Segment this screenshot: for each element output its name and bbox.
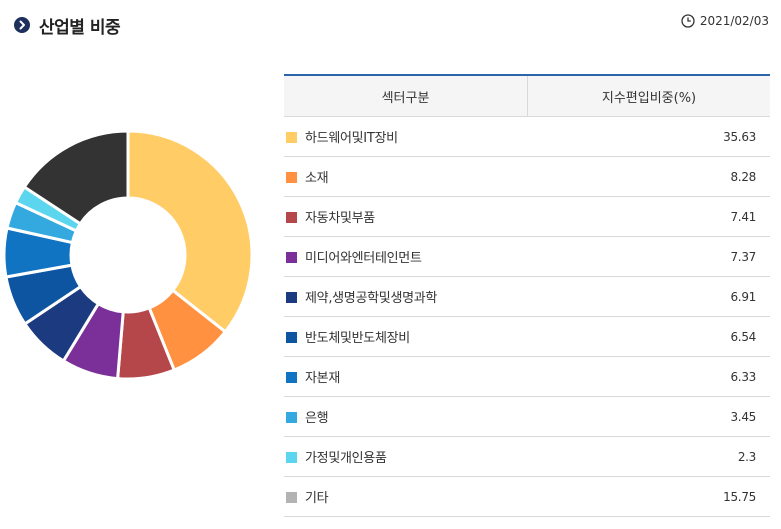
sector-column-header: 섹터구분 xyxy=(284,74,528,117)
sector-name-cell: 제약,생명공학및생명과학 xyxy=(284,276,528,317)
sector-table: 섹터구분 지수편입비중(%) 하드웨어및IT장비 35.63 소재 8.28 자동차및부… xyxy=(284,74,770,517)
sector-weight-value: 3.45 xyxy=(527,396,770,437)
sector-weight-value: 7.41 xyxy=(527,196,770,237)
sector-label: 기타 xyxy=(305,491,329,506)
chevron-right-circle-icon xyxy=(14,17,30,33)
legend-swatch xyxy=(286,492,297,503)
sector-weight-value: 6.91 xyxy=(527,276,770,317)
legend-swatch xyxy=(286,332,297,343)
sector-weight-value: 6.54 xyxy=(527,316,770,357)
table-row: 은행 3.45 xyxy=(284,396,770,437)
table-row: 제약,생명공학및생명과학 6.91 xyxy=(284,276,770,317)
sector-name-cell: 소재 xyxy=(284,156,528,197)
sector-weight-value: 15.75 xyxy=(527,476,770,517)
sector-table-body: 하드웨어및IT장비 35.63 소재 8.28 자동차및부품 7.41 미디어와엔터테인먼트… xyxy=(284,116,770,517)
sector-weight-value: 8.28 xyxy=(527,156,770,197)
legend-swatch xyxy=(286,372,297,383)
sector-name-cell: 은행 xyxy=(284,396,528,437)
legend-swatch xyxy=(286,452,297,463)
sector-label: 소재 xyxy=(305,171,329,186)
table-row: 자동차및부품 7.41 xyxy=(284,196,770,237)
date-text: 2021/02/03 xyxy=(699,14,769,28)
sector-weight-value: 7.37 xyxy=(527,236,770,277)
sector-name-cell: 하드웨어및IT장비 xyxy=(284,116,528,157)
legend-swatch xyxy=(286,212,297,223)
table-row: 가정및개인용품 2.3 xyxy=(284,436,770,477)
table-row: 미디어와엔터테인먼트 7.37 xyxy=(284,236,770,277)
clock-icon xyxy=(681,14,695,28)
sector-name-cell: 기타 xyxy=(284,476,528,517)
donut-slice-9[interactable] xyxy=(22,129,130,226)
table-row: 하드웨어및IT장비 35.63 xyxy=(284,116,770,157)
sector-label: 자본재 xyxy=(305,371,340,386)
date-display: 2021/02/03 xyxy=(681,14,769,28)
sector-name-cell: 자동차및부품 xyxy=(284,196,528,237)
sector-label: 자동차및부품 xyxy=(305,211,375,226)
section-title: 산업별 비중 xyxy=(39,18,121,38)
sector-name-cell: 반도체및반도체장비 xyxy=(284,316,528,357)
table-row: 자본재 6.33 xyxy=(284,356,770,397)
table-header-row: 섹터구분 지수편입비중(%) xyxy=(284,74,770,117)
sector-label: 미디어와엔터테인먼트 xyxy=(305,251,422,266)
legend-swatch xyxy=(286,412,297,423)
sector-name-cell: 자본재 xyxy=(284,356,528,397)
legend-swatch xyxy=(286,252,297,263)
legend-swatch xyxy=(286,132,297,143)
sector-label: 제약,생명공학및생명과학 xyxy=(305,291,438,306)
table-row: 기타 15.75 xyxy=(284,476,770,517)
sector-weight-value: 6.33 xyxy=(527,356,770,397)
sector-label: 가정및개인용품 xyxy=(305,451,387,466)
table-row: 반도체및반도체장비 6.54 xyxy=(284,316,770,357)
table-row: 소재 8.28 xyxy=(284,156,770,197)
legend-swatch xyxy=(286,172,297,183)
industry-donut-chart xyxy=(2,129,254,381)
donut-slice-0[interactable] xyxy=(126,129,254,334)
sector-name-cell: 가정및개인용품 xyxy=(284,436,528,477)
sector-weight-value: 2.3 xyxy=(527,436,770,477)
sector-label: 하드웨어및IT장비 xyxy=(305,131,398,146)
weight-column-header: 지수편입비중(%) xyxy=(527,74,770,117)
legend-swatch xyxy=(286,292,297,303)
sector-name-cell: 미디어와엔터테인먼트 xyxy=(284,236,528,277)
sector-label: 반도체및반도체장비 xyxy=(305,331,410,346)
sector-label: 은행 xyxy=(305,411,329,426)
sector-weight-value: 35.63 xyxy=(527,116,770,157)
